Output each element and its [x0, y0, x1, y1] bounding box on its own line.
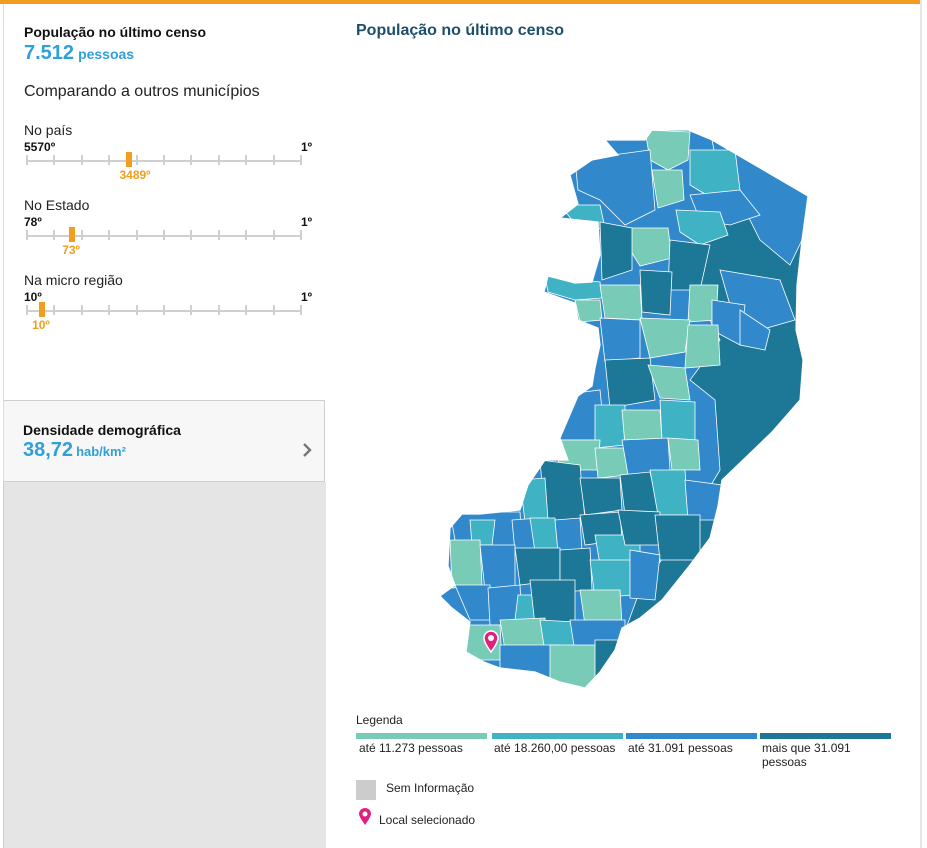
rank-tick: [163, 155, 165, 165]
legend-swatch: [356, 733, 487, 739]
rank-tick: [300, 230, 302, 240]
state-outline: [439, 129, 809, 689]
rank-tick: [190, 305, 193, 315]
rank-tick: [53, 230, 56, 240]
rank-micro-region: Na micro região 10º 1º 10º: [24, 272, 314, 332]
rank-tick: [163, 230, 165, 240]
rank-tick: [26, 230, 28, 240]
rank-value: 10º: [32, 318, 50, 332]
rank-tick: [80, 155, 83, 165]
population-number: 7.512: [24, 42, 75, 64]
rank-tick: [272, 155, 275, 165]
rank-tick: [53, 155, 56, 165]
rank-tick: [80, 305, 83, 315]
rank-tick: [163, 305, 165, 315]
legend-swatch: [760, 733, 891, 739]
rank-high: 1º: [300, 290, 312, 304]
rank-marker: [69, 227, 76, 242]
rank-tick: [190, 155, 193, 165]
density-unit: hab/km²: [76, 444, 126, 459]
rank-value: 73º: [62, 243, 80, 257]
rank-high: 1º: [300, 140, 312, 154]
legend-label: até 11.273 pessoas: [359, 741, 463, 755]
rank-tick: [217, 230, 220, 240]
rank-tick: [245, 305, 248, 315]
rank-label: No país: [24, 122, 73, 138]
density-value: 38,72 hab/km²: [23, 439, 126, 462]
chevron-right-icon[interactable]: [300, 443, 314, 457]
selected-location-label: Local selecionado: [379, 813, 476, 827]
population-unit: pessoas: [78, 46, 135, 62]
rank-low: 5570º: [24, 140, 56, 154]
rank-tick: [272, 230, 275, 240]
legend-label: até 18.260,00 pessoas: [494, 741, 616, 755]
density-number: 38,72: [23, 439, 74, 461]
density-card[interactable]: Densidade demográfica 38,72 hab/km²: [3, 400, 325, 482]
legend-swatch: [492, 733, 623, 739]
rank-tick: [190, 230, 193, 240]
compare-title: Comparando a outros municípios: [24, 83, 260, 100]
rank-tick: [300, 305, 302, 315]
rank-country: No país 5570º 1º 3489º: [24, 122, 314, 182]
rank-label: Na micro região: [24, 272, 123, 288]
rank-tick: [108, 305, 111, 315]
left-panel: População no último censo 7.512 pessoas C…: [3, 4, 326, 848]
rank-tick: [135, 305, 138, 315]
location-pin-icon: [359, 808, 371, 825]
density-title: Densidade demográfica: [23, 422, 181, 438]
rank-tick: [135, 230, 138, 240]
rank-tick: [245, 230, 248, 240]
rank-label: No Estado: [24, 197, 90, 213]
rank-tick: [108, 155, 111, 165]
population-card: População no último censo 7.512 pessoas C…: [3, 4, 326, 400]
no-info-swatch: [356, 780, 376, 800]
rank-tick: [80, 230, 83, 240]
rank-tick: [272, 305, 275, 315]
legend-label: até 31.091 pessoas: [628, 741, 733, 755]
legend-title: Legenda: [356, 713, 403, 727]
legend-label: mais que 31.091 pessoas: [762, 741, 851, 769]
rank-low: 10º: [24, 290, 42, 304]
rank-tick: [300, 155, 302, 165]
rank-tick: [26, 305, 28, 315]
rank-marker: [126, 152, 133, 167]
legend-swatch: [626, 733, 757, 739]
rank-state: No Estado 78º 1º 73º: [24, 197, 314, 257]
rank-value: 3489º: [119, 168, 151, 182]
right-border: [920, 0, 922, 848]
rank-tick: [108, 230, 111, 240]
population-value: 7.512 pessoas: [24, 42, 134, 65]
rank-tick: [217, 305, 220, 315]
map-title: População no último censo: [356, 22, 565, 39]
location-pin-icon[interactable]: [483, 630, 499, 654]
rank-tick: [53, 305, 56, 315]
empty-panel: [3, 482, 326, 848]
rank-marker: [39, 302, 46, 317]
no-info-label: Sem Informação: [386, 781, 475, 795]
population-title: População no último censo: [24, 24, 207, 40]
rank-tick: [217, 155, 220, 165]
rank-low: 78º: [24, 215, 42, 229]
rank-tick: [245, 155, 248, 165]
accent-top-bar: [0, 0, 922, 4]
rank-tick: [135, 155, 138, 165]
municipality-regions[interactable]: [430, 120, 820, 700]
rank-tick: [26, 155, 28, 165]
rank-high: 1º: [300, 215, 312, 229]
